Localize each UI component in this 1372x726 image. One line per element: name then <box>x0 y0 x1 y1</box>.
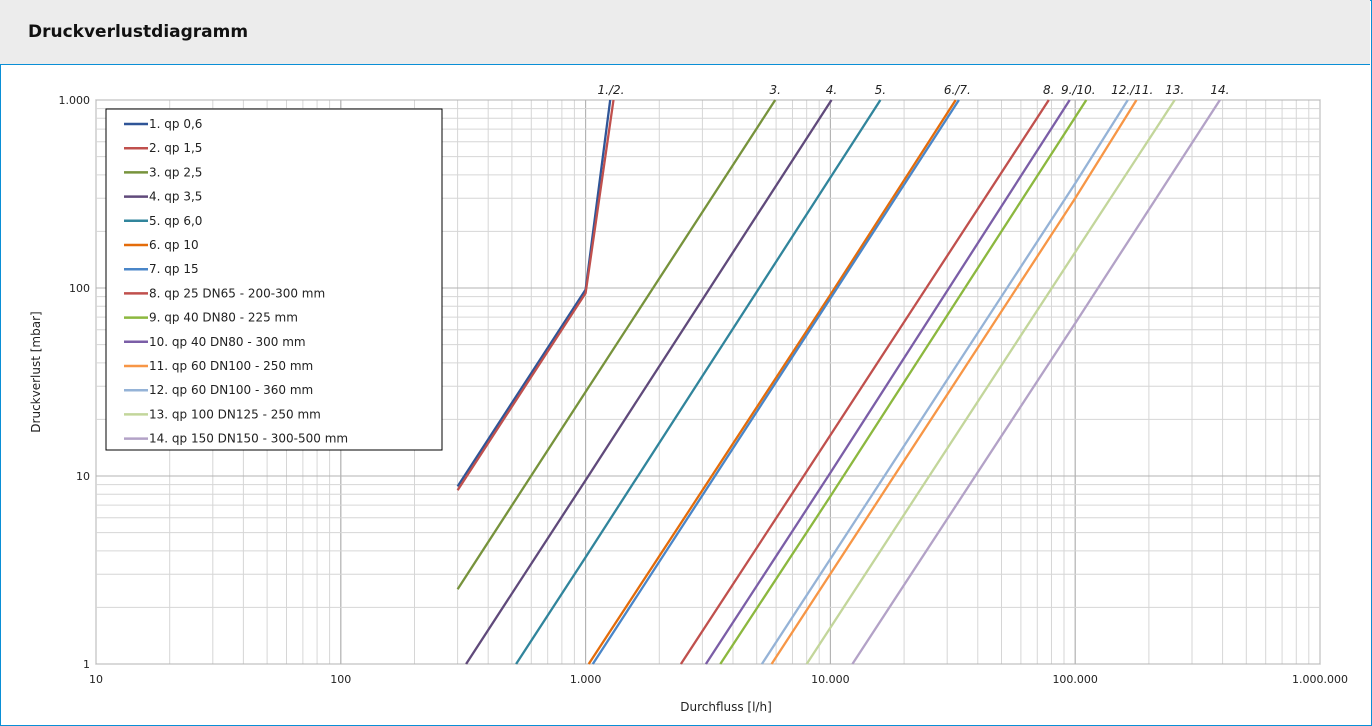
x-axis-label: Durchfluss [l/h] <box>680 700 772 714</box>
line-annotation: 1./2. <box>598 83 625 97</box>
x-tick-label: 10.000 <box>811 673 850 686</box>
line-annotations: 1./2. 3. 4. 5. 6./7. 8. 9./10. 12./11. 13. 14. <box>598 83 1230 97</box>
line-annotation: 6./7. <box>944 83 971 97</box>
legend-entry: 12. qp 60 DN100 - 360 mm <box>149 383 313 397</box>
series-line-4 <box>465 99 833 665</box>
legend-entry: 11. qp 60 DN100 - 250 mm <box>149 359 313 373</box>
legend: 1. qp 0,6 2. qp 1,5 3. qp 2,5 4. qp 3,5 5. q… <box>105 108 443 451</box>
panel-header: Druckverlustdiagramm <box>0 0 1370 65</box>
legend-box <box>105 108 443 451</box>
legend-entry: 2. qp 1,5 <box>149 141 202 155</box>
legend-entry: 6. qp 10 <box>149 238 199 252</box>
legend-entry: 1. qp 0,6 <box>149 117 202 131</box>
legend-entry: 14. qp 150 DN150 - 300-500 mm <box>149 432 348 446</box>
x-tick-label: 100.000 <box>1052 673 1098 686</box>
legend-entry: 4. qp 3,5 <box>149 190 202 204</box>
line-annotation: 3. <box>769 83 780 97</box>
line-annotation: 13. <box>1165 83 1184 97</box>
legend-entry: 5. qp 6,0 <box>149 214 202 228</box>
legend-entry: 10. qp 40 DN80 - 300 mm <box>149 335 306 349</box>
series-line-9 <box>719 99 1088 665</box>
series-line-8 <box>679 99 1050 665</box>
series-line-11 <box>770 99 1138 665</box>
y-tick-label: 1.000 <box>59 94 91 107</box>
series-line-12 <box>760 99 1129 665</box>
x-tick-label: 1.000 <box>570 673 602 686</box>
legend-entry: 13. qp 100 DN125 - 250 mm <box>149 407 321 421</box>
y-axis-ticks: 1 10 100 1.000 <box>59 94 91 671</box>
x-tick-label: 100 <box>330 673 351 686</box>
line-annotation: 9./10. <box>1061 83 1096 97</box>
y-tick-label: 10 <box>76 470 90 483</box>
y-tick-label: 100 <box>69 282 90 295</box>
x-tick-label: 10 <box>89 673 103 686</box>
line-annotation: 12./11. <box>1111 83 1153 97</box>
line-annotation: 5. <box>875 83 886 97</box>
series-line-3 <box>456 99 777 590</box>
line-annotation: 4. <box>826 83 837 97</box>
legend-entry: 9. qp 40 DN80 - 225 mm <box>149 311 298 325</box>
legend-entry: 7. qp 15 <box>149 262 199 276</box>
line-annotation: 8. <box>1043 83 1054 97</box>
x-tick-label: 1.000.000 <box>1292 673 1348 686</box>
legend-entry: 3. qp 2,5 <box>149 165 202 179</box>
series-line-10 <box>704 99 1071 665</box>
legend-entry: 8. qp 25 DN65 - 200-300 mm <box>149 286 325 300</box>
series-line-2 <box>456 99 615 491</box>
series-line-1 <box>456 99 612 488</box>
series-line-6 <box>587 99 957 665</box>
panel-title: Druckverlustdiagramm <box>28 22 249 42</box>
x-axis-ticks: 10 100 1.000 10.000 100.000 1.000.000 <box>89 673 1348 686</box>
series-line-5 <box>515 99 882 665</box>
y-tick-label: 1 <box>83 658 90 671</box>
series-line-14 <box>851 99 1221 665</box>
series-line-13 <box>805 99 1176 665</box>
y-axis-label: Druckverlust [mbar] <box>29 311 43 432</box>
line-annotation: 14. <box>1210 83 1229 97</box>
series-layer <box>456 99 1221 665</box>
series-line-7 <box>591 99 960 665</box>
